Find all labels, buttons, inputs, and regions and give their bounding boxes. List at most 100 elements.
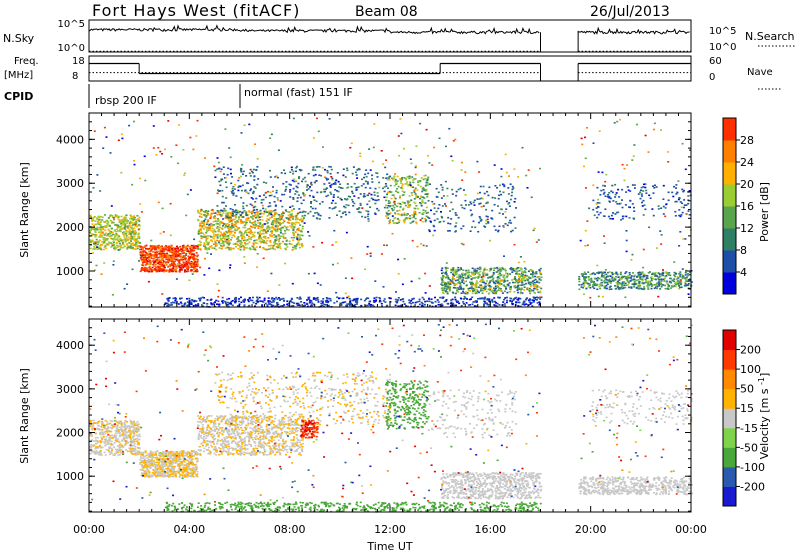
low-range xyxy=(329,299,332,302)
ground-scatter xyxy=(445,273,448,275)
band-early xyxy=(106,223,109,226)
band-early xyxy=(106,238,109,240)
evening-band xyxy=(664,277,667,280)
band-late xyxy=(202,222,205,224)
band-late xyxy=(283,225,286,227)
arc-12h xyxy=(410,185,413,188)
ground-scatter xyxy=(446,292,449,295)
evening-band xyxy=(594,283,597,285)
low-range xyxy=(360,304,363,307)
low-range xyxy=(410,305,413,308)
band-late xyxy=(205,223,208,226)
low-range xyxy=(378,297,381,299)
ground-scatter xyxy=(493,291,495,293)
band-late xyxy=(242,249,245,251)
band-early xyxy=(106,242,109,245)
date-title: 26/Jul/2013 xyxy=(590,4,670,20)
band-core xyxy=(143,258,146,260)
evening-band xyxy=(583,278,586,281)
band-late xyxy=(198,244,201,246)
band-late xyxy=(259,241,262,244)
ground-scatter xyxy=(489,285,492,288)
band-core xyxy=(150,250,153,253)
arc-tail xyxy=(431,200,434,203)
upper-streaks xyxy=(233,210,236,212)
low-range xyxy=(248,304,251,307)
evening-band xyxy=(650,283,653,286)
ground-scatter xyxy=(453,278,456,280)
band-early xyxy=(110,246,113,248)
band-core xyxy=(150,270,153,273)
low-range xyxy=(434,305,437,307)
low-range xyxy=(336,300,338,303)
low-range xyxy=(172,297,175,300)
ground-scatter xyxy=(462,290,465,293)
band-late xyxy=(262,246,265,249)
band-early xyxy=(98,218,101,221)
band-late xyxy=(227,237,230,240)
band-late xyxy=(216,213,219,216)
upper-streaks xyxy=(347,204,350,207)
band-late xyxy=(203,224,206,226)
arc-tail xyxy=(478,198,481,200)
ground-scatter xyxy=(460,292,463,294)
upper-streaks xyxy=(232,192,235,194)
ground-scatter xyxy=(479,284,482,286)
band-early xyxy=(135,239,138,241)
low-range xyxy=(199,298,202,300)
ground-scatter xyxy=(489,268,492,270)
band-core xyxy=(155,266,158,269)
low-range xyxy=(307,298,310,300)
band-early xyxy=(130,235,133,237)
upper-streaks xyxy=(364,180,367,183)
ground-scatter xyxy=(458,277,461,280)
arc-tail xyxy=(454,225,457,227)
upper-streaks xyxy=(369,169,372,171)
low-range xyxy=(411,298,414,300)
band-late xyxy=(224,223,227,225)
noise xyxy=(131,183,134,186)
ground-scatter xyxy=(488,270,491,272)
band-late xyxy=(270,216,273,219)
arc-12h xyxy=(395,183,398,185)
evening-upper xyxy=(603,191,606,194)
ground-scatter xyxy=(521,270,524,272)
upper-streaks xyxy=(253,179,256,181)
band-early xyxy=(121,239,124,242)
ground-scatter xyxy=(535,284,538,287)
low-range xyxy=(279,299,281,301)
band-late xyxy=(202,228,205,230)
evening-band xyxy=(578,276,581,278)
upper-streaks xyxy=(368,200,371,202)
band-core xyxy=(149,253,152,255)
low-range xyxy=(240,301,243,304)
band-core xyxy=(196,259,199,261)
arc-tail xyxy=(494,197,497,199)
band-late xyxy=(212,235,215,237)
band-late xyxy=(209,235,212,237)
band-late xyxy=(263,229,266,231)
band-late xyxy=(291,231,294,234)
evening-upper xyxy=(633,187,636,189)
band-early xyxy=(131,225,134,227)
low-range xyxy=(418,300,421,303)
noise xyxy=(345,204,348,206)
band-late xyxy=(274,211,277,214)
noise xyxy=(630,259,633,261)
band-late xyxy=(287,211,290,213)
evening-upper xyxy=(612,218,614,220)
band-core xyxy=(182,252,185,255)
band-late xyxy=(234,221,237,223)
low-range xyxy=(214,301,216,303)
band-core xyxy=(157,244,160,247)
evening-upper xyxy=(629,199,632,202)
evening-band xyxy=(664,287,667,290)
band-late xyxy=(252,226,255,229)
ground-scatter xyxy=(524,279,527,282)
low-range xyxy=(237,300,240,303)
low-range xyxy=(364,304,367,307)
noise xyxy=(333,229,336,232)
arc-12h xyxy=(392,201,395,204)
upper-streaks xyxy=(369,187,372,189)
evening-band xyxy=(667,274,670,276)
